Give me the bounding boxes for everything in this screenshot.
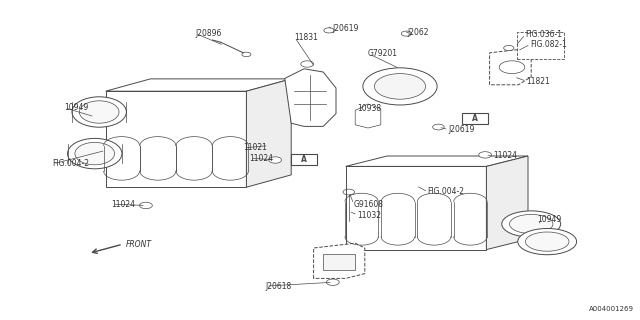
Ellipse shape xyxy=(502,211,561,237)
Ellipse shape xyxy=(68,138,122,169)
Text: A004001269: A004001269 xyxy=(589,306,634,312)
Text: J2062: J2062 xyxy=(408,28,429,37)
Text: FIG.082-1: FIG.082-1 xyxy=(530,40,566,49)
Circle shape xyxy=(374,74,426,99)
Polygon shape xyxy=(285,69,336,126)
Text: 10938: 10938 xyxy=(357,104,381,113)
Text: FRONT: FRONT xyxy=(125,240,152,249)
Circle shape xyxy=(326,279,339,285)
Polygon shape xyxy=(490,50,531,85)
Text: 11024: 11024 xyxy=(111,200,136,209)
Polygon shape xyxy=(106,91,246,187)
Ellipse shape xyxy=(525,232,569,251)
Circle shape xyxy=(140,202,152,209)
Polygon shape xyxy=(246,79,291,187)
Circle shape xyxy=(504,45,514,51)
Polygon shape xyxy=(314,243,365,278)
Text: FIG.004-2: FIG.004-2 xyxy=(428,188,465,196)
Text: 10949: 10949 xyxy=(538,215,562,224)
Circle shape xyxy=(301,61,314,67)
Text: 10949: 10949 xyxy=(64,103,88,112)
Text: A: A xyxy=(301,155,307,164)
Ellipse shape xyxy=(79,101,119,123)
Text: 11821: 11821 xyxy=(526,77,550,86)
Text: 11032: 11032 xyxy=(357,211,381,220)
Text: 11831: 11831 xyxy=(294,33,318,42)
Circle shape xyxy=(479,152,492,158)
Text: 11021: 11021 xyxy=(243,143,267,152)
FancyBboxPatch shape xyxy=(291,154,317,165)
Text: G91608: G91608 xyxy=(353,200,383,209)
Ellipse shape xyxy=(518,228,577,255)
Text: 11024: 11024 xyxy=(493,151,517,160)
Circle shape xyxy=(401,31,412,36)
Text: J20619: J20619 xyxy=(448,125,474,134)
Circle shape xyxy=(363,68,437,105)
Text: J20618: J20618 xyxy=(266,282,292,291)
Polygon shape xyxy=(346,166,486,250)
Circle shape xyxy=(269,157,282,163)
Circle shape xyxy=(433,124,444,130)
Ellipse shape xyxy=(72,97,127,127)
Polygon shape xyxy=(486,156,528,250)
FancyBboxPatch shape xyxy=(462,113,488,124)
Text: A: A xyxy=(472,114,478,123)
Text: FIG.036-1: FIG.036-1 xyxy=(525,30,562,39)
FancyBboxPatch shape xyxy=(517,32,564,59)
Ellipse shape xyxy=(509,214,553,234)
FancyBboxPatch shape xyxy=(323,254,355,270)
Polygon shape xyxy=(355,104,381,128)
Text: J20896: J20896 xyxy=(195,29,221,38)
Polygon shape xyxy=(346,156,528,166)
Text: J20619: J20619 xyxy=(333,24,359,33)
Text: 11024: 11024 xyxy=(250,154,274,163)
Circle shape xyxy=(324,28,334,33)
Text: G79201: G79201 xyxy=(368,49,398,58)
Polygon shape xyxy=(106,79,291,91)
Ellipse shape xyxy=(75,142,115,165)
Text: FIG.004-2: FIG.004-2 xyxy=(52,159,90,168)
Circle shape xyxy=(242,52,251,57)
